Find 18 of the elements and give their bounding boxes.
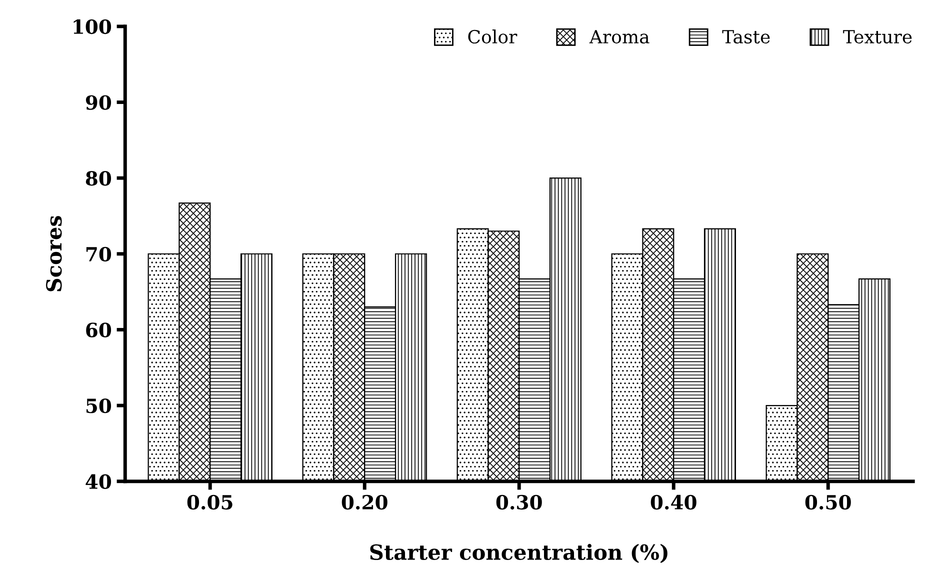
x-tick-label: 0.20 <box>342 494 388 510</box>
y-tick-label: 70 <box>86 246 112 262</box>
y-tick-label: 40 <box>86 474 112 490</box>
legend-label: Texture <box>843 30 912 44</box>
y-tick-label: 50 <box>86 398 112 414</box>
y-tick-label: 90 <box>86 95 112 110</box>
legend-label: Taste <box>722 30 770 44</box>
x-tick-label: 0.40 <box>650 494 696 510</box>
y-tick-label: 100 <box>74 19 112 34</box>
legend-label: Color <box>468 30 518 44</box>
x-tick-label: 0.05 <box>187 494 232 510</box>
x-tick-label: 0.50 <box>805 494 851 510</box>
legend-label: Aroma <box>589 30 650 44</box>
y-tick-label: 60 <box>86 322 112 338</box>
y-tick-label: 80 <box>86 171 112 186</box>
x-tick-label: 0.30 <box>496 494 542 510</box>
x-axis-title: Starter concentration (%) <box>370 544 668 563</box>
y-axis-title: Scores <box>46 216 62 292</box>
